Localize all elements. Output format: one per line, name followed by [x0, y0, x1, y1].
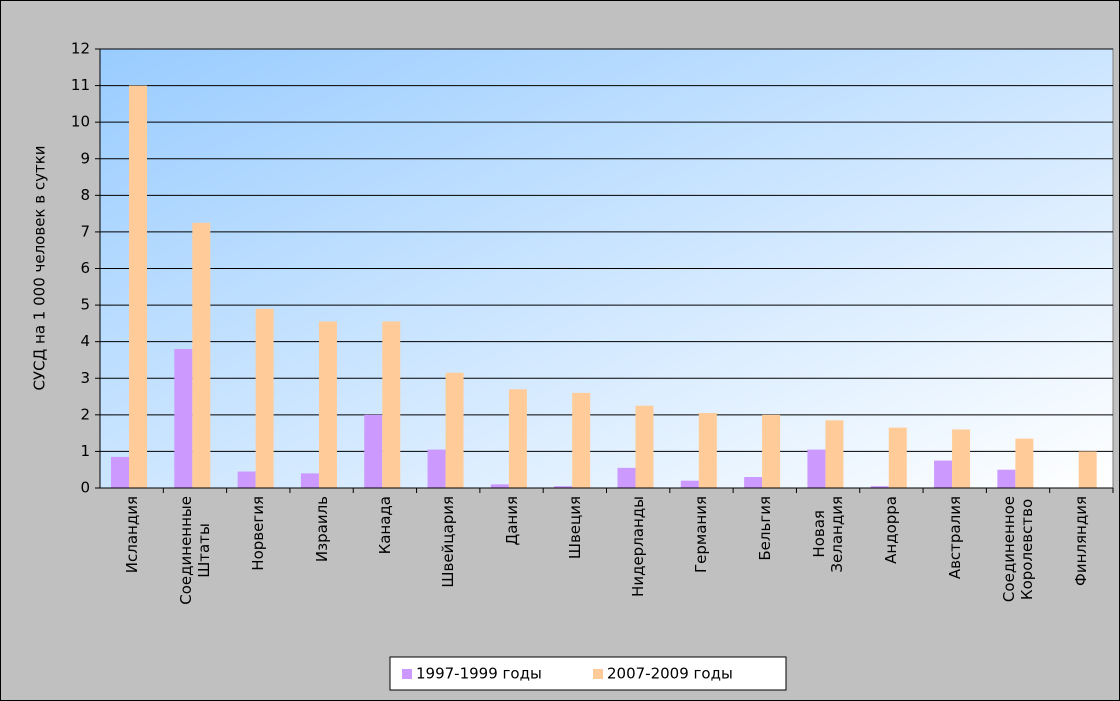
y-tick-label: 10: [71, 113, 90, 131]
y-axis-label: СУСД на 1 000 человек в сутки: [31, 145, 49, 390]
x-tick-label: Андорра: [882, 496, 901, 564]
x-tick-label: Соединенные Штаты: [176, 496, 213, 605]
x-tick-label: Норвегия: [249, 496, 268, 571]
bar: [635, 405, 654, 488]
bar: [508, 389, 527, 488]
legend-label: 1997-1999 годы: [416, 665, 542, 683]
bar: [129, 85, 147, 488]
bar: [364, 414, 383, 488]
y-tick-label: 8: [80, 186, 90, 204]
x-tick-label: Швеция: [565, 496, 584, 560]
bar: [1015, 438, 1034, 488]
x-tick-label: Бельгия: [755, 496, 774, 561]
bar: [762, 414, 781, 488]
y-tick-label: 11: [71, 76, 90, 94]
bar: [554, 486, 573, 488]
bar: [807, 449, 826, 488]
y-tick-label: 0: [80, 479, 90, 497]
legend-box: [389, 656, 787, 691]
y-tick-label: 5: [80, 296, 90, 314]
x-tick-label: Австралия: [945, 496, 964, 580]
x-tick-label: Израиль: [312, 496, 331, 563]
legend-swatch: [593, 669, 603, 679]
bar: [445, 372, 464, 488]
bar: [318, 321, 337, 488]
bar: [572, 392, 591, 488]
y-tick-label: 9: [80, 149, 90, 167]
bar: [698, 413, 717, 488]
bar: [1078, 451, 1097, 488]
x-tick-label: Швейцария: [439, 496, 458, 588]
bar: [870, 486, 889, 488]
y-tick-label: 3: [80, 369, 90, 387]
y-tick-label: 7: [80, 222, 90, 240]
x-tick-label: Германия: [692, 496, 711, 573]
bar: [952, 429, 971, 488]
x-tick-label: Исландия: [122, 496, 141, 574]
bar: [427, 449, 446, 488]
legend-label: 2007-2009 годы: [607, 665, 733, 683]
y-tick-label: 12: [71, 40, 90, 58]
x-tick-label: Нидерланды: [629, 496, 648, 597]
legend-swatch: [402, 669, 412, 679]
y-tick-label: 4: [80, 332, 90, 350]
bar: [237, 471, 256, 488]
bar: [300, 473, 319, 488]
bar: [192, 222, 211, 489]
bar: [825, 420, 844, 488]
bar: [888, 427, 907, 488]
bar: [174, 348, 193, 488]
bar: [255, 308, 274, 488]
y-tick-label: 2: [80, 405, 90, 423]
y-tick-label: 6: [80, 259, 90, 277]
bar: [744, 477, 763, 488]
x-tick-label: Новая Зеландия: [810, 496, 847, 573]
x-tick-label: Финляндия: [1072, 496, 1091, 587]
x-tick-label: Канада: [375, 496, 394, 555]
bar: [111, 456, 129, 488]
x-tick-label: Дания: [502, 496, 521, 546]
bar: [997, 469, 1016, 488]
x-tick-label: Соединенное Королевство: [1000, 496, 1037, 603]
bar: [490, 484, 509, 488]
bar: [934, 460, 953, 488]
y-tick-label: 1: [80, 442, 90, 460]
bar: [382, 321, 401, 488]
bar: [617, 467, 636, 488]
bar: [680, 480, 699, 488]
